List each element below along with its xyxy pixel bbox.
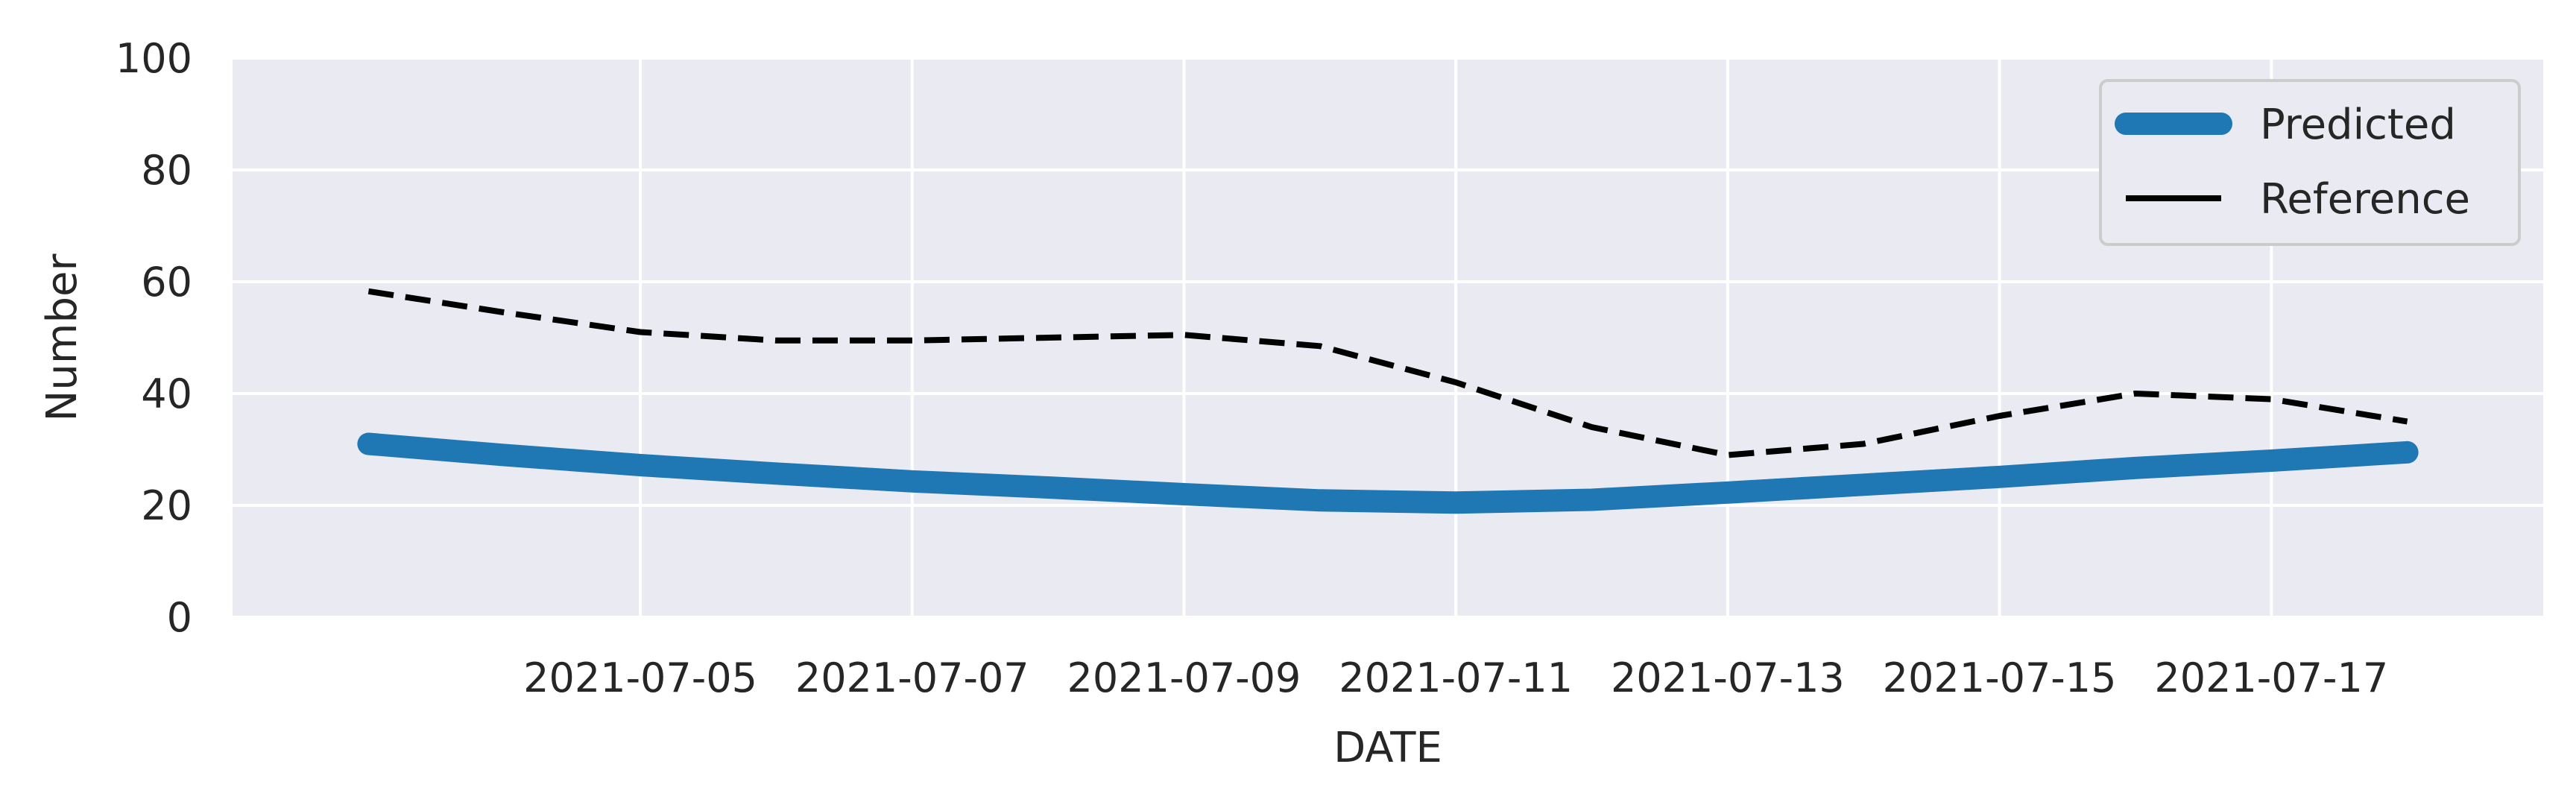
series-lines [357,288,2419,514]
x-tick-label: 2021-07-07 [795,654,1029,701]
x-tick-labels: 2021-07-05 2021-07-07 2021-07-09 2021-07-11… [523,654,2388,701]
y-tick-label: 20 [141,482,192,529]
y-tick-label: 60 [141,259,192,306]
legend-label-reference: Reference [2260,175,2470,224]
x-tick-label: 2021-07-17 [2154,654,2388,701]
y-tick-label: 80 [141,147,192,194]
legend: Predicted Reference [2099,79,2521,246]
x-tick-label: 2021-07-05 [523,654,757,701]
y-tick-label: 40 [141,370,192,417]
y-tick-labels: 0 20 40 60 80 100 [116,35,192,641]
series-line-reference [367,288,2408,458]
series-line-predicted [357,432,2419,514]
legend-label-predicted: Predicted [2260,101,2456,149]
x-tick-label: 2021-07-15 [1883,654,2117,701]
x-tick-label: 2021-07-13 [1611,654,1845,701]
x-axis-title: DATE [1333,724,1442,772]
y-tick-label: 0 [167,594,192,641]
x-tick-label: 2021-07-09 [1067,654,1301,701]
y-axis-title: Number [38,253,86,422]
y-tick-label: 100 [116,35,192,82]
x-tick-label: 2021-07-11 [1339,654,1573,701]
